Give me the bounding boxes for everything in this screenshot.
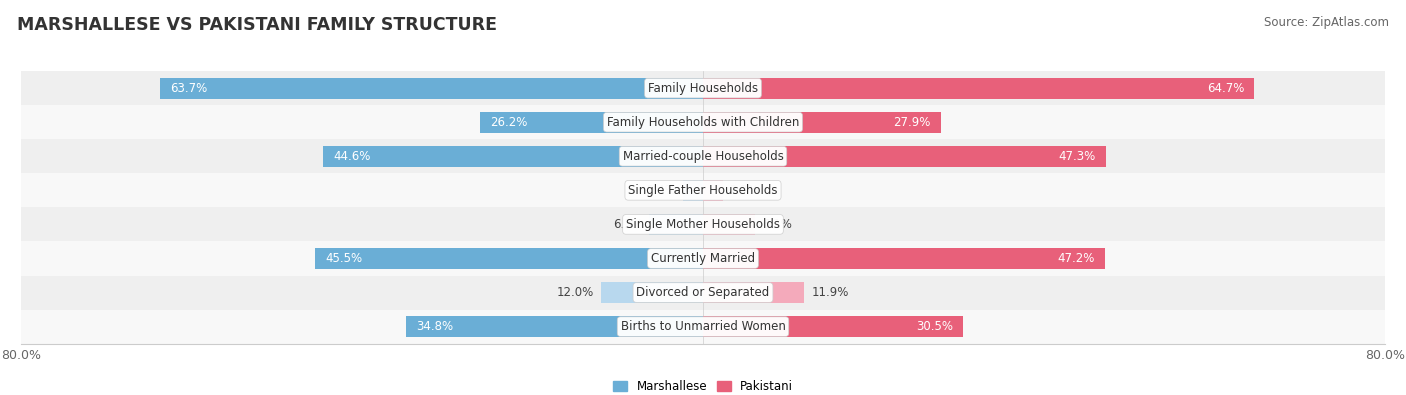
Bar (315, 248, 703, 269)
Bar (703, 146, 1107, 167)
Bar (682, 180, 703, 201)
Bar (21, 276, 1385, 310)
Text: Single Father Households: Single Father Households (628, 184, 778, 197)
Bar (21, 207, 1385, 241)
Text: Currently Married: Currently Married (651, 252, 755, 265)
Text: 30.5%: 30.5% (915, 320, 953, 333)
Text: 6.1%: 6.1% (762, 218, 792, 231)
Legend: Marshallese, Pakistani: Marshallese, Pakistani (609, 375, 797, 395)
Bar (703, 180, 723, 201)
Text: Family Households: Family Households (648, 82, 758, 95)
Text: 2.4%: 2.4% (645, 184, 676, 197)
Bar (406, 316, 703, 337)
Text: 64.7%: 64.7% (1206, 82, 1244, 95)
Text: 47.3%: 47.3% (1059, 150, 1095, 163)
Text: 6.3%: 6.3% (613, 218, 643, 231)
Text: Married-couple Households: Married-couple Households (623, 150, 783, 163)
Bar (650, 214, 703, 235)
Text: 26.2%: 26.2% (489, 116, 527, 129)
Text: 63.7%: 63.7% (170, 82, 208, 95)
Bar (21, 139, 1385, 173)
Bar (21, 173, 1385, 207)
Text: Source: ZipAtlas.com: Source: ZipAtlas.com (1264, 16, 1389, 29)
Bar (703, 282, 804, 303)
Bar (703, 248, 1105, 269)
Bar (21, 241, 1385, 276)
Text: Divorced or Separated: Divorced or Separated (637, 286, 769, 299)
Bar (703, 214, 755, 235)
Text: Births to Unmarried Women: Births to Unmarried Women (620, 320, 786, 333)
Text: 45.5%: 45.5% (325, 252, 363, 265)
Text: Family Households with Children: Family Households with Children (607, 116, 799, 129)
Text: MARSHALLESE VS PAKISTANI FAMILY STRUCTURE: MARSHALLESE VS PAKISTANI FAMILY STRUCTUR… (17, 16, 496, 34)
Bar (21, 105, 1385, 139)
Bar (703, 77, 1254, 99)
Text: 11.9%: 11.9% (811, 286, 849, 299)
Text: 12.0%: 12.0% (557, 286, 593, 299)
Text: 44.6%: 44.6% (333, 150, 370, 163)
Text: 47.2%: 47.2% (1057, 252, 1095, 265)
Text: 2.3%: 2.3% (730, 184, 759, 197)
Bar (21, 310, 1385, 344)
Bar (600, 282, 703, 303)
Bar (323, 146, 703, 167)
Bar (703, 316, 963, 337)
Bar (160, 77, 703, 99)
Bar (479, 112, 703, 133)
Bar (703, 112, 941, 133)
Text: 27.9%: 27.9% (893, 116, 931, 129)
Bar (21, 71, 1385, 105)
Text: 34.8%: 34.8% (416, 320, 454, 333)
Text: Single Mother Households: Single Mother Households (626, 218, 780, 231)
